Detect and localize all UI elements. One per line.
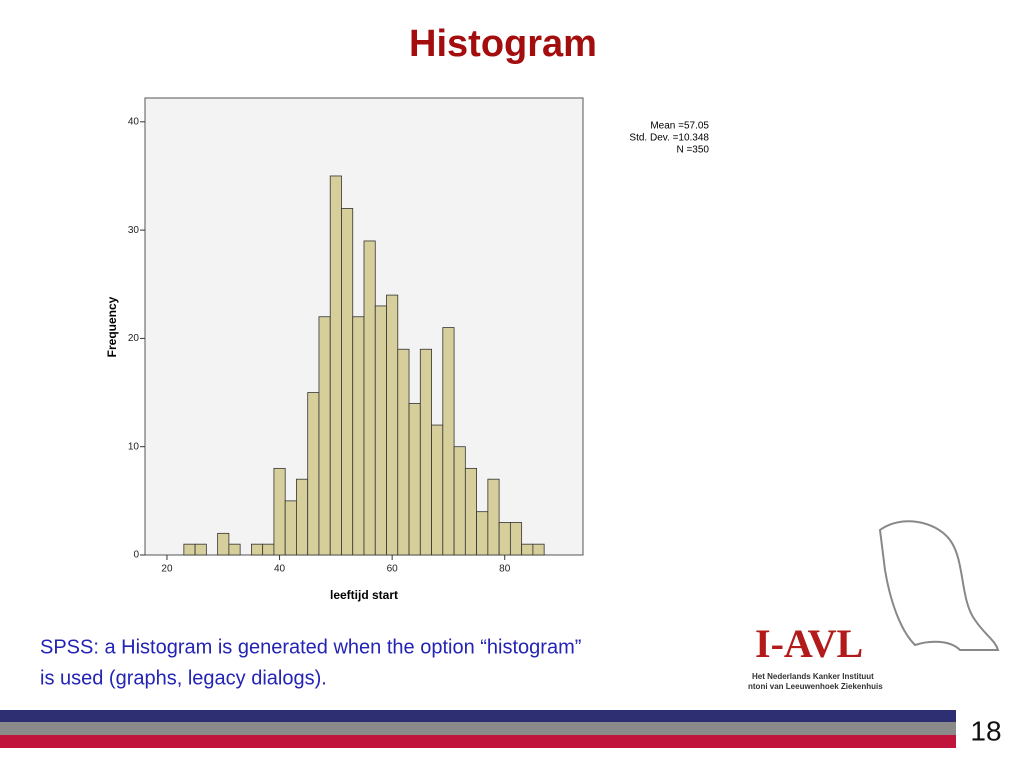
bar xyxy=(431,424,444,556)
x-tick-label: 80 xyxy=(499,564,511,575)
page-number: 18 xyxy=(970,715,1001,746)
stats-text: Std. Dev. =10.348 xyxy=(629,133,709,144)
bar xyxy=(284,500,297,556)
caption-line: is used (graphs, legacy dialogs). xyxy=(40,667,327,689)
x-tick-label: 20 xyxy=(161,564,173,575)
x-tick-label: 40 xyxy=(274,564,286,575)
bar xyxy=(183,543,196,556)
bar xyxy=(386,294,399,556)
y-tick-label: 30 xyxy=(128,225,140,236)
logo-line: Het Nederlands Kanker Instituut xyxy=(752,672,874,681)
logo-name: I-AVL xyxy=(755,621,863,666)
y-axis-label: Frequency xyxy=(105,296,119,357)
bar xyxy=(329,175,342,556)
bar xyxy=(318,316,331,556)
bar xyxy=(374,305,387,556)
slide-title: Histogram xyxy=(409,23,597,65)
y-tick-label: 0 xyxy=(133,550,139,561)
bar xyxy=(408,402,421,556)
bar xyxy=(498,522,511,556)
y-tick-label: 40 xyxy=(128,116,140,127)
bar xyxy=(217,532,230,556)
bar xyxy=(509,522,523,556)
plot: 0 10 20 30 40 20 40 60 80 xyxy=(128,116,545,575)
logo-line: ntoni van Leeuwenhoek Ziekenhuis xyxy=(748,682,883,691)
bar xyxy=(476,511,489,556)
footer-stripe xyxy=(0,722,956,735)
y-tick-label: 20 xyxy=(128,333,140,344)
caption-line: SPSS: a Histogram is generated when the … xyxy=(40,636,581,658)
footer-stripe xyxy=(0,735,956,748)
bar xyxy=(352,316,365,556)
bar xyxy=(487,478,500,556)
bar xyxy=(341,208,354,556)
bar xyxy=(273,467,286,556)
bar xyxy=(521,543,534,556)
bar xyxy=(262,543,275,556)
bar xyxy=(397,348,410,556)
x-tick-label: 60 xyxy=(387,564,399,575)
footer-stripe xyxy=(0,710,956,722)
bar xyxy=(453,446,466,556)
bar xyxy=(419,348,432,556)
logo: I-AVL Het Nederlands Kanker Instituut nt… xyxy=(748,520,1000,691)
bar xyxy=(532,543,545,556)
bar xyxy=(296,478,309,556)
x-axis-label: leeftijd start xyxy=(330,588,398,602)
bar xyxy=(442,327,455,556)
bar xyxy=(464,467,477,556)
bar xyxy=(194,543,207,556)
bar xyxy=(251,543,264,556)
y-tick-label: 10 xyxy=(128,441,140,452)
bar xyxy=(363,240,376,556)
stats-text: Mean =57.05 xyxy=(650,121,709,132)
stats-text: N =350 xyxy=(676,145,709,156)
logo-portrait xyxy=(878,520,1000,651)
bar xyxy=(228,543,241,556)
bar xyxy=(307,392,320,556)
